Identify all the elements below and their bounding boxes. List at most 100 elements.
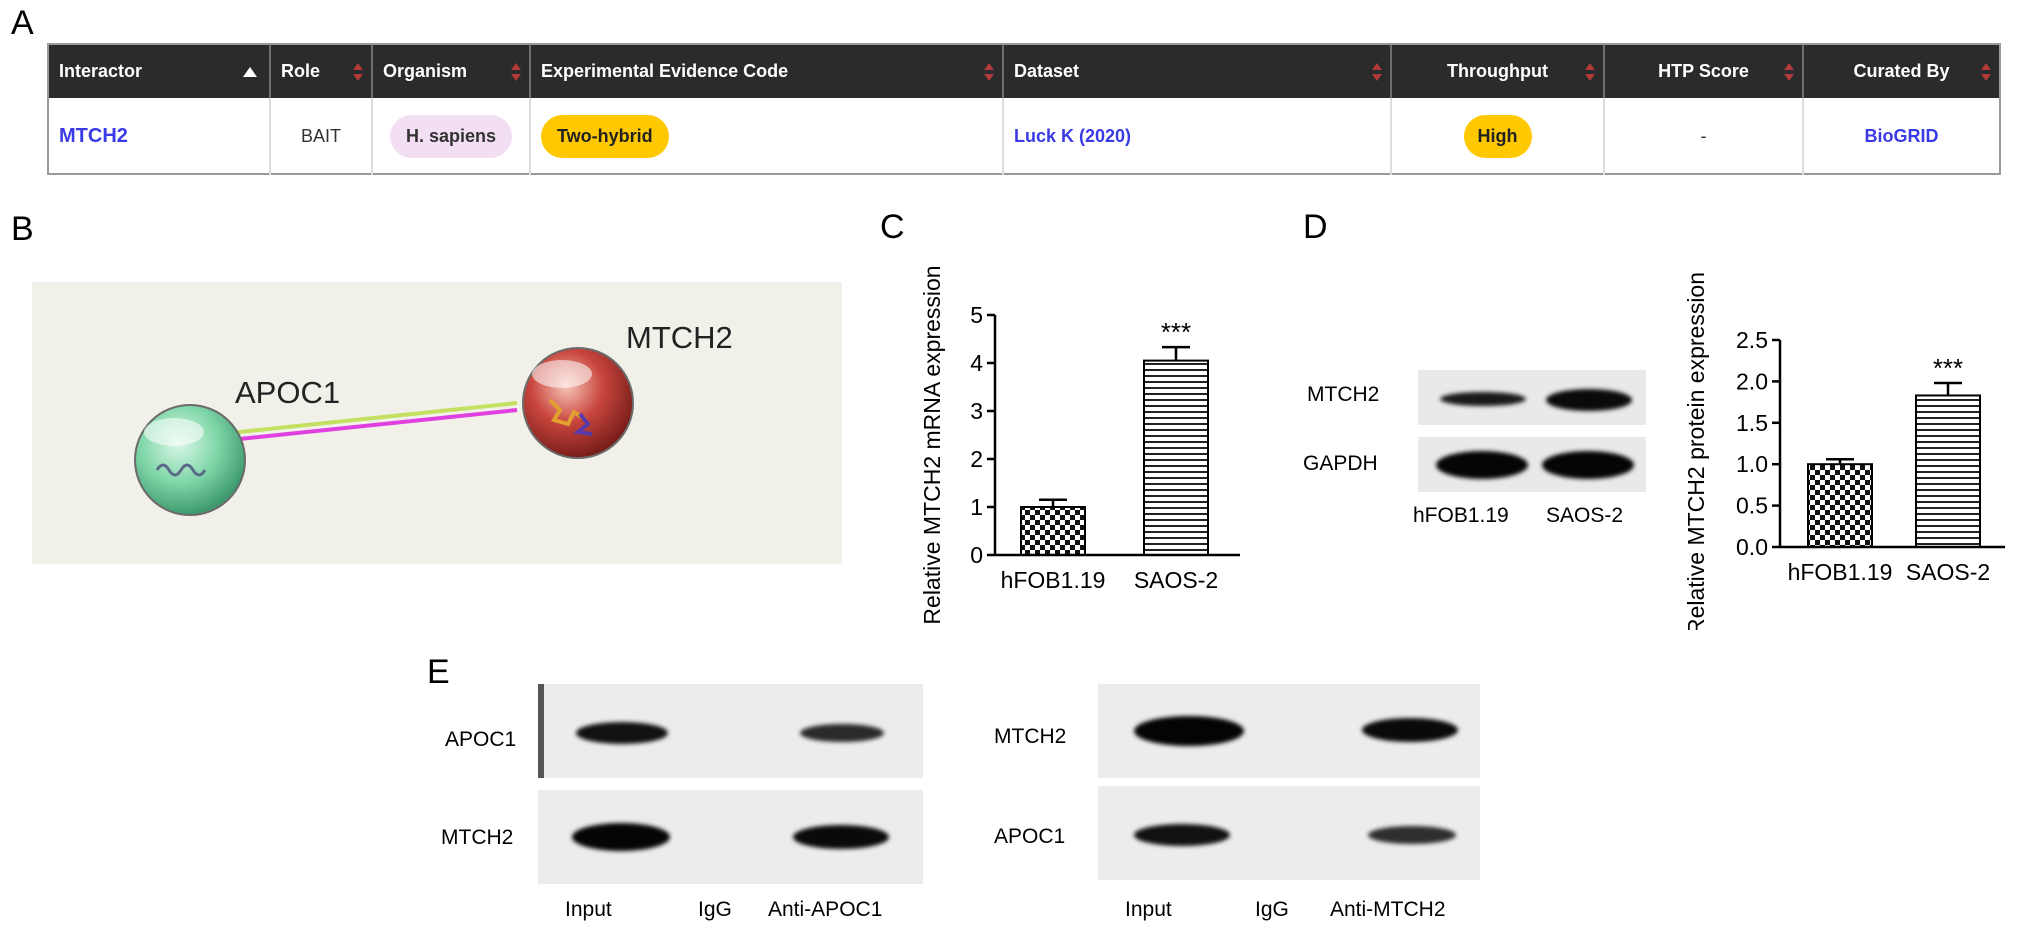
x-tick-label: SAOS-2 (1134, 567, 1218, 593)
band (572, 823, 670, 851)
blot-e2-label-row-2: APOC1 (994, 825, 1066, 848)
panel-label-d: D (1303, 208, 1328, 246)
y-tick-label: 4 (970, 350, 983, 376)
blot-d-lane-1: hFOB1.19 (1413, 504, 1509, 527)
chart-protein-expression: *** hFOB1.19 SAOS-2 0.0 0.5 1.0 1.5 2.0 2.5 Rela… (1683, 272, 2005, 630)
network-diagram: APOC1 MTCH2 (32, 282, 842, 564)
organism-badge: H. sapiens (389, 115, 513, 158)
evidence-badge: Two-hybrid (541, 115, 669, 158)
error-bar (1934, 381, 1962, 396)
header-label: Throughput (1447, 61, 1548, 81)
header-htp-score[interactable]: HTP Score (1605, 45, 1804, 98)
x-tick-label: hFOB1.19 (1001, 567, 1106, 593)
cell-htp-score: - (1605, 98, 1804, 175)
header-label: Dataset (1014, 61, 1080, 81)
table-header: Interactor Role Organism Experimental Ev… (49, 45, 1999, 98)
x-tick-label: hFOB1.19 (1788, 559, 1893, 585)
cell-role: BAIT (271, 98, 373, 175)
y-tick-label: 2.5 (1736, 327, 1768, 353)
edge-line (191, 408, 518, 446)
band (1440, 392, 1526, 406)
sort-icon[interactable] (511, 62, 521, 82)
y-tick-label: 5 (970, 302, 983, 328)
error-bar (1162, 345, 1190, 361)
table-row: MTCH2 BAIT H. sapiens Two-hybrid Luck K … (49, 98, 1999, 175)
y-tick-label: 2.0 (1736, 368, 1768, 394)
panel-label-c: C (880, 208, 905, 246)
header-throughput[interactable]: Throughput (1392, 45, 1605, 98)
blot-e2-lane-3: Anti-MTCH2 (1330, 898, 1446, 921)
header-dataset[interactable]: Dataset (1004, 45, 1392, 98)
blot-e1-lane-1: Input (565, 898, 612, 921)
cell-organism: H. sapiens (373, 98, 531, 175)
throughput-badge: High (1463, 115, 1532, 158)
sort-icon[interactable] (1372, 62, 1382, 82)
sort-icon[interactable] (984, 62, 994, 82)
blot-e2-lane-1: Input (1125, 898, 1172, 921)
blot-d-label-row-1: MTCH2 (1307, 383, 1380, 406)
blot-e1-label-row-2: MTCH2 (441, 826, 514, 849)
bar-hfob1-19 (1807, 463, 1873, 548)
blot-e1-lane-2: IgG (698, 898, 732, 921)
blot-d-strip-1 (1418, 370, 1646, 425)
y-tick-label: 2 (970, 446, 983, 472)
significance-marker: *** (1161, 317, 1191, 347)
node-mtch2[interactable] (522, 347, 634, 459)
y-tick-label: 3 (970, 398, 983, 424)
blot-e2-strip-2 (1098, 786, 1480, 880)
bar-saos-2 (1143, 359, 1209, 556)
role-value: BAIT (300, 126, 341, 146)
sort-icon[interactable] (1585, 62, 1595, 82)
cell-evidence: Two-hybrid (531, 98, 1004, 175)
header-interactor[interactable]: Interactor (49, 45, 271, 98)
y-tick-label: 1.5 (1736, 410, 1768, 436)
y-tick-label: 1 (970, 494, 983, 520)
header-organism[interactable]: Organism (373, 45, 531, 98)
blot-e2-lane-2: IgG (1255, 898, 1289, 921)
header-label: Role (281, 61, 321, 81)
y-axis-label: Relative MTCH2 mRNA expression (920, 265, 945, 624)
dataset-link[interactable]: Luck K (2020) (1014, 126, 1132, 146)
y-tick-label: 0.0 (1736, 534, 1768, 560)
panel-label-b: B (11, 210, 34, 248)
band (576, 722, 668, 744)
cell-throughput: High (1392, 98, 1605, 175)
bar-hfob1-19 (1020, 506, 1086, 556)
blot-e2-strip-1 (1098, 684, 1480, 778)
x-tick-label: SAOS-2 (1906, 559, 1990, 585)
edge-line (191, 401, 518, 439)
chart-mrna-expression: *** hFOB1.19 SAOS-2 0 1 2 3 4 5 Relative MTCH2 m… (920, 265, 1240, 625)
y-tick-label: 1.0 (1736, 451, 1768, 477)
blot-e1-strip-2 (538, 790, 923, 884)
band (1362, 718, 1458, 742)
header-label: Experimental Evidence Code (541, 61, 789, 81)
y-tick-label: 0.5 (1736, 493, 1768, 519)
curator-link[interactable]: BioGRID (1864, 126, 1939, 146)
header-curated-by[interactable]: Curated By (1804, 45, 1999, 98)
node-label-mtch2: MTCH2 (626, 320, 733, 355)
band (800, 724, 884, 742)
htp-score-value: - (1700, 126, 1707, 146)
interactor-link[interactable]: MTCH2 (59, 125, 128, 147)
sort-icon[interactable] (1981, 62, 1991, 82)
error-bar (1039, 498, 1067, 507)
blot-d-lane-2: SAOS-2 (1546, 504, 1624, 527)
significance-marker: *** (1933, 353, 1963, 383)
band (1134, 716, 1244, 746)
blot-e1-lane-3: Anti-APOC1 (768, 898, 883, 921)
blot-edge (538, 684, 544, 778)
error-bar (1826, 457, 1854, 465)
y-tick-label: 0 (970, 542, 983, 568)
sort-ascending-icon[interactable] (243, 67, 257, 77)
header-evidence[interactable]: Experimental Evidence Code (531, 45, 1004, 98)
blot-e2-label-row-1: MTCH2 (994, 725, 1067, 748)
panel-label-a: A (11, 4, 34, 42)
header-role[interactable]: Role (271, 45, 373, 98)
header-label: HTP Score (1658, 61, 1749, 81)
node-apoc1[interactable] (134, 404, 246, 516)
sort-icon[interactable] (1784, 62, 1794, 82)
sort-icon[interactable] (353, 62, 363, 82)
network-svg (134, 347, 634, 516)
y-axis-label: Relative MTCH2 protein expression (1683, 272, 1709, 630)
band (1542, 451, 1634, 479)
